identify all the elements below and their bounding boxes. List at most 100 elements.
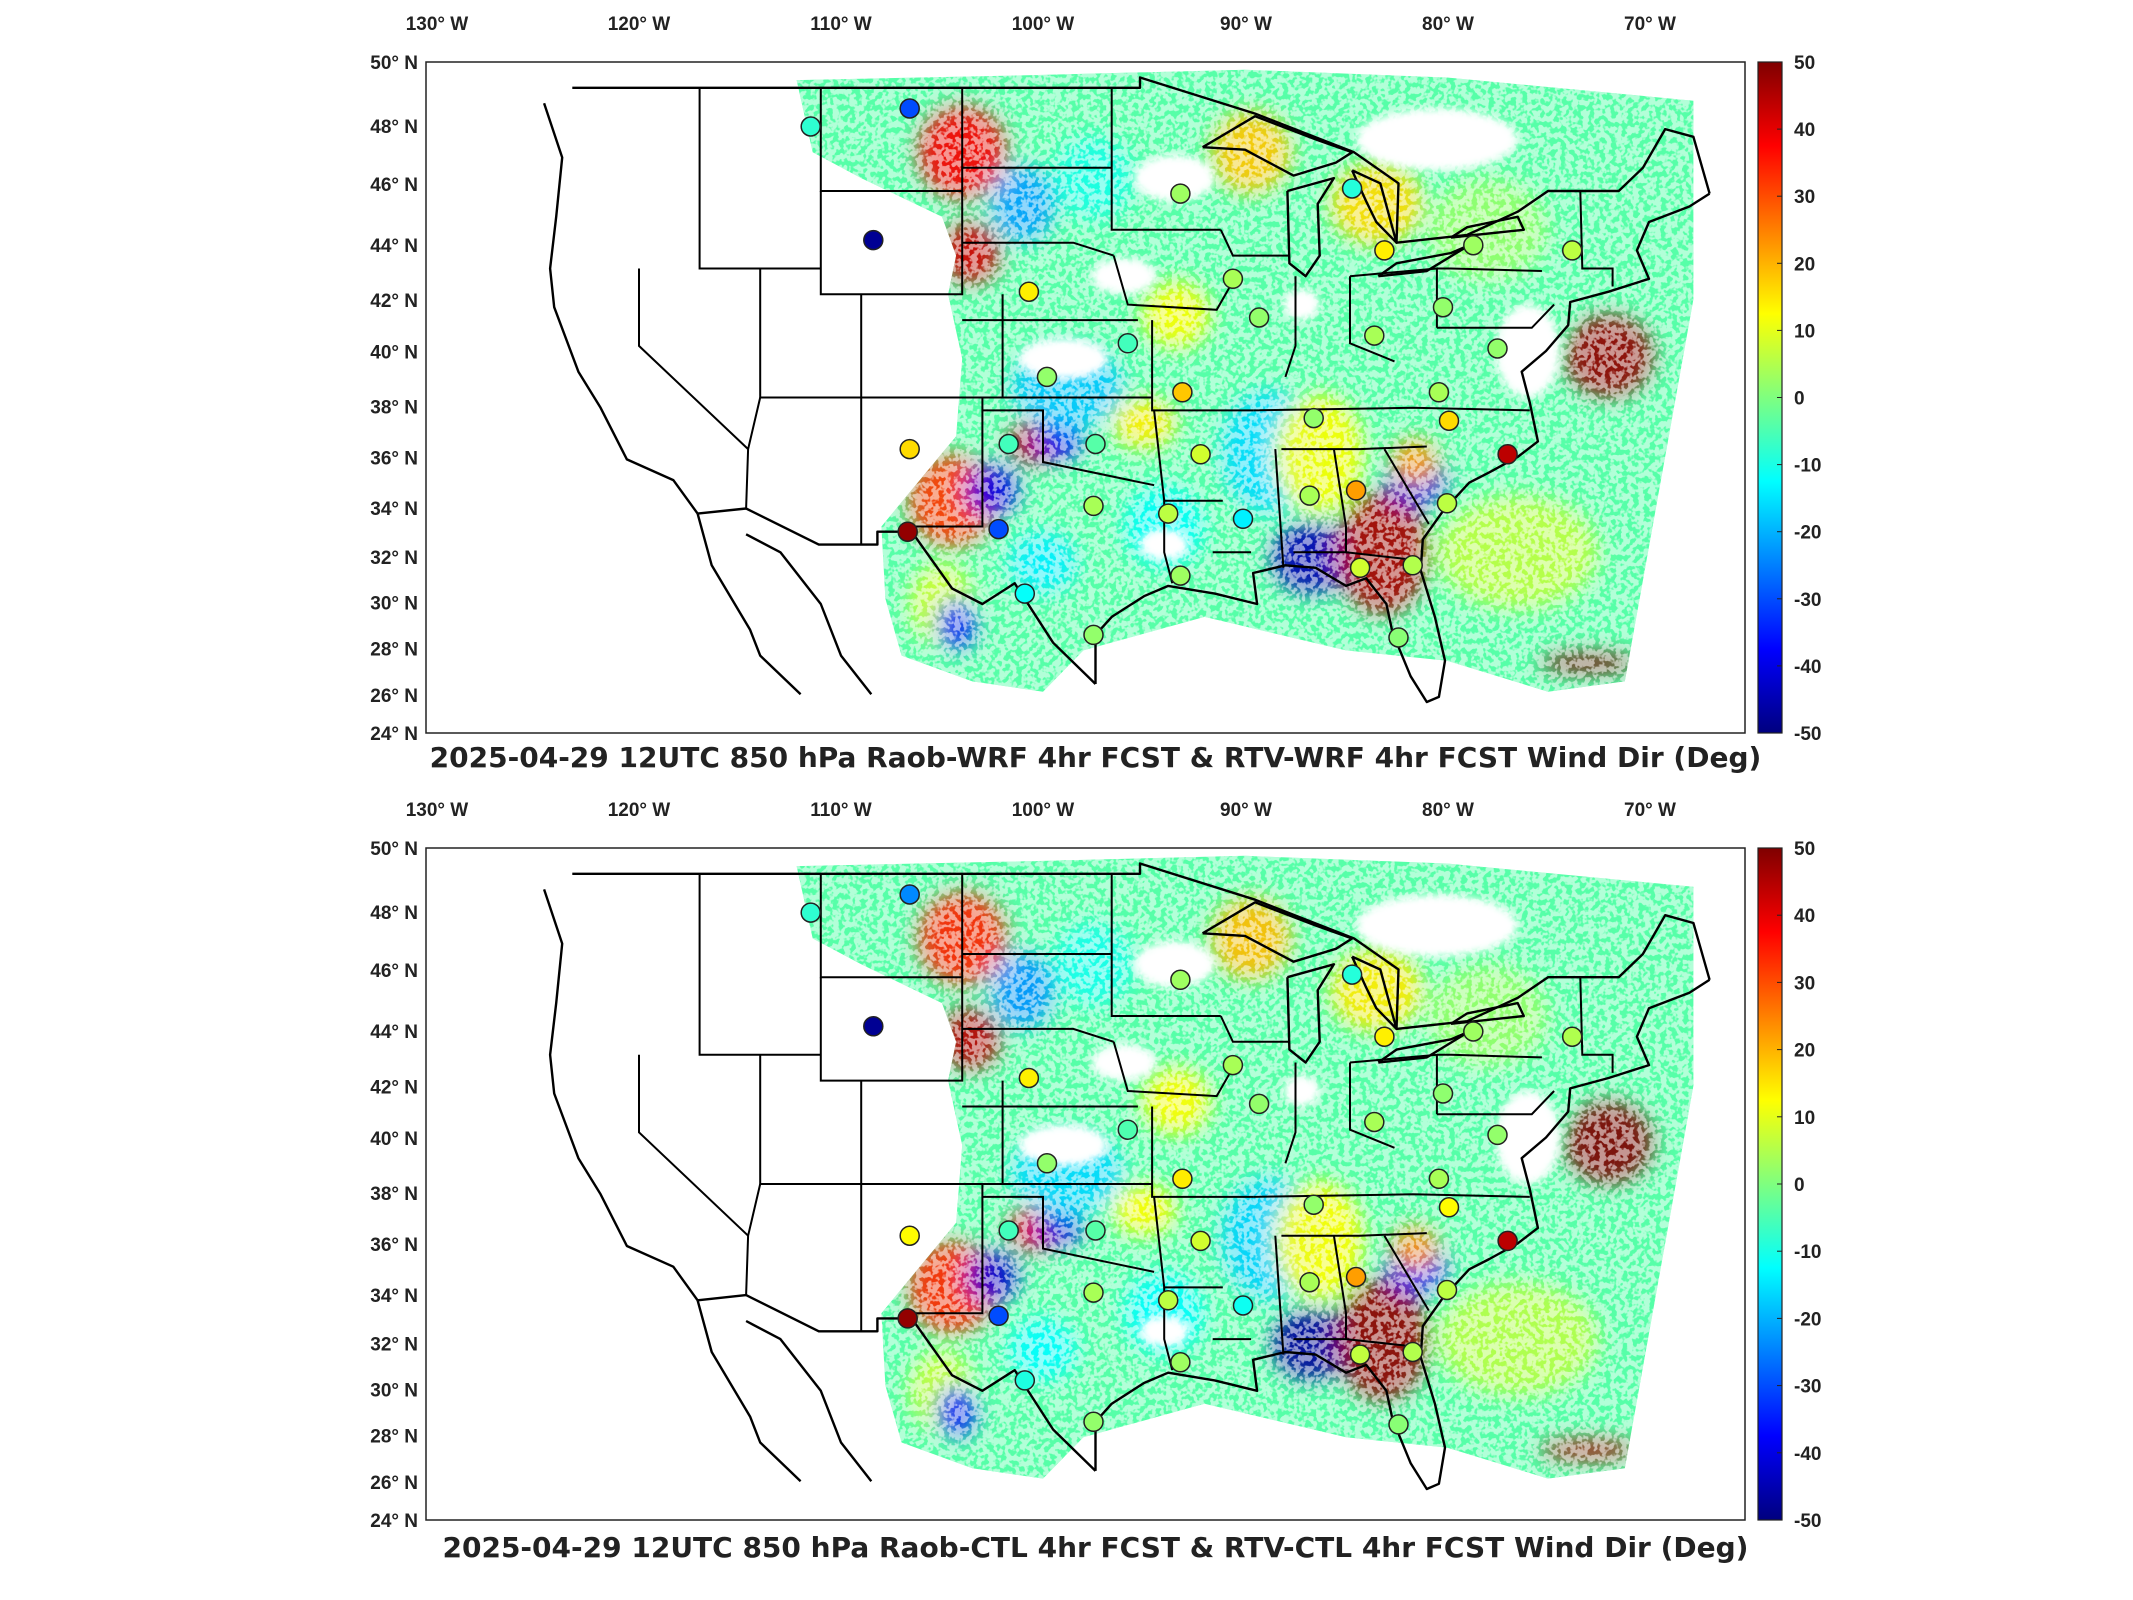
colorbar-tick-label: 50 <box>1794 839 1815 860</box>
lon-tick-label: 70° W <box>1624 14 1676 35</box>
raob-station-marker <box>1172 382 1193 403</box>
lat-tick-label: 44° N <box>370 1022 418 1043</box>
raob-station-marker <box>899 438 920 460</box>
lat-tick-label: 36° N <box>370 1235 418 1256</box>
map-panel-upper: 130° W 120° W 110° W 100° W 90° W 80° W 70° W 5… <box>370 14 1821 774</box>
lat-tick-label: 36° N <box>370 448 418 469</box>
colorbar-tick-label: -20 <box>1794 1309 1821 1330</box>
lon-tick-label: 100° W <box>1012 800 1075 821</box>
raob-station-marker <box>1157 1290 1179 1311</box>
raob-station-marker <box>863 229 884 251</box>
colorbar-tick-label: 30 <box>1794 187 1815 208</box>
colorbar-tick-label: 20 <box>1794 1041 1815 1062</box>
colorbar-tick-label: -40 <box>1794 1444 1821 1465</box>
colorbar-tick-label: -10 <box>1794 1242 1821 1263</box>
colorbar-tick-label: -40 <box>1794 657 1821 678</box>
raob-station-marker <box>1497 444 1518 465</box>
raob-station-marker <box>1364 325 1385 346</box>
raob-station-marker <box>1487 338 1508 359</box>
raob-station-marker <box>1232 508 1254 530</box>
raob-station-marker <box>897 1308 918 1329</box>
lat-tick-label: 50° N <box>370 839 418 860</box>
raob-station-marker <box>1117 333 1139 354</box>
colorbar-tick-label: -30 <box>1794 1377 1821 1398</box>
raob-station-marker <box>1036 366 1058 388</box>
raob-station-marker <box>1157 503 1179 524</box>
lat-tick-label: 50° N <box>370 53 418 74</box>
lat-tick-label: 46° N <box>370 961 418 982</box>
raob-station-marker <box>1117 1119 1139 1140</box>
lat-tick-label: 32° N <box>370 1335 418 1356</box>
raob-station-marker <box>1349 1344 1371 1365</box>
lon-tick-label: 70° W <box>1624 800 1676 821</box>
raob-station-marker <box>1248 307 1270 328</box>
colorbar-tick-label: 40 <box>1794 120 1815 141</box>
lat-tick-label: 26° N <box>370 1473 418 1494</box>
lat-tick-label: 32° N <box>370 548 418 569</box>
lat-tick-label: 48° N <box>370 903 418 924</box>
colorbar-tick-label: 10 <box>1794 321 1815 342</box>
lat-tick-label: 28° N <box>370 640 418 661</box>
lat-tick-label: 26° N <box>370 686 418 707</box>
raob-station-marker <box>1349 557 1371 579</box>
raob-station-marker <box>1341 964 1363 985</box>
lon-tick-label: 90° W <box>1220 14 1272 35</box>
raob-station-marker <box>1345 480 1367 501</box>
lat-tick-label: 40° N <box>370 342 418 363</box>
raob-station-marker <box>988 1305 1009 1327</box>
raob-station-marker <box>1432 296 1454 318</box>
colorbar-tick-label: 10 <box>1794 1108 1815 1129</box>
lon-tick-label: 120° W <box>608 14 671 35</box>
raob-station-marker <box>1085 1220 1106 1241</box>
lat-tick-label: 44° N <box>370 236 418 257</box>
raob-station-marker <box>1222 268 1244 290</box>
lat-tick-label: 42° N <box>370 1077 418 1098</box>
lat-tick-label: 38° N <box>370 1184 418 1205</box>
coastlines-and-borders <box>542 862 1711 1491</box>
raob-station-marker <box>1341 178 1363 199</box>
raob-station-marker <box>1085 433 1106 455</box>
lon-tick-label: 90° W <box>1220 800 1272 821</box>
colorbar-tick-label: 20 <box>1794 254 1815 275</box>
raob-station-marker <box>1388 627 1409 648</box>
lon-tick-label: 120° W <box>608 800 671 821</box>
lon-tick-label: 130° W <box>406 800 469 821</box>
raob-station-marker <box>1083 1411 1104 1433</box>
raob-station-marker <box>1561 240 1583 261</box>
raob-station-marker <box>1428 1168 1450 1190</box>
raob-station-marker <box>1018 281 1040 302</box>
raob-station-marker <box>1303 407 1324 429</box>
lat-tick-label: 38° N <box>370 397 418 418</box>
lat-tick-label: 30° N <box>370 1380 418 1401</box>
raob-station-marker <box>1014 583 1036 604</box>
raob-stations <box>800 884 1583 1435</box>
lon-tick-label: 80° W <box>1422 800 1474 821</box>
colorbar-tick-label: 30 <box>1794 973 1815 994</box>
colorbar-tick-label: -20 <box>1794 523 1821 544</box>
raob-station-marker <box>1299 485 1320 506</box>
raob-station-marker <box>1463 234 1484 256</box>
raob-station-marker <box>899 1225 920 1246</box>
raob-station-marker <box>1083 1282 1104 1303</box>
raob-station-marker <box>1303 1194 1324 1215</box>
colorbar-tick-label: 0 <box>1794 1175 1805 1196</box>
lat-tick-label: 24° N <box>370 1511 418 1532</box>
raob-station-marker <box>1014 1370 1036 1391</box>
colorbar-tick-label: -10 <box>1794 456 1821 477</box>
raob-station-marker <box>1364 1111 1385 1133</box>
colorbar-tick-label: -50 <box>1794 1511 1821 1532</box>
lat-tick-label: 40° N <box>370 1129 418 1150</box>
lat-tick-label: 46° N <box>370 175 418 196</box>
lon-tick-label: 110° W <box>810 800 872 821</box>
raob-station-marker <box>863 1016 884 1037</box>
raob-station-marker <box>1170 969 1191 991</box>
raob-station-marker <box>1428 382 1450 403</box>
raob-station-marker <box>1083 624 1104 646</box>
lat-tick-label: 30° N <box>370 594 418 615</box>
lat-tick-label: 34° N <box>370 1286 418 1307</box>
raob-station-marker <box>1190 1230 1211 1252</box>
map-panel-lower: 130° W 120° W 110° W 100° W 90° W 80° W 70° W 5… <box>370 800 1821 1564</box>
colorbar-tick-label: 40 <box>1794 906 1815 927</box>
lat-tick-label: 34° N <box>370 499 418 520</box>
